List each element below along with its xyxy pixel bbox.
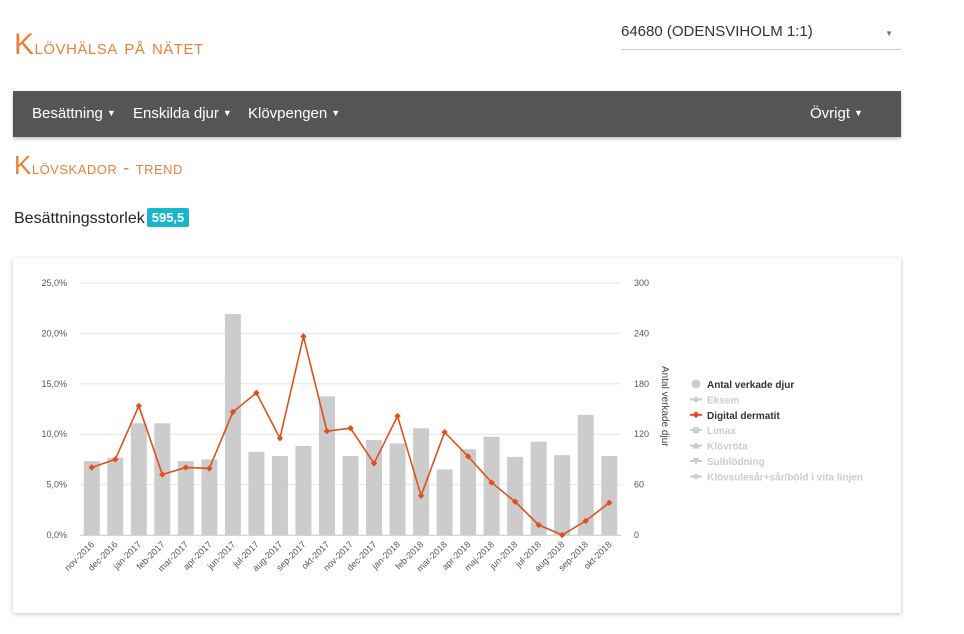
nav-ovrigt[interactable]: Övrigt ▼ <box>810 105 863 122</box>
bar[interactable] <box>201 459 218 535</box>
logo-text: lövhälsa på nätet <box>34 34 204 59</box>
point[interactable] <box>582 517 589 525</box>
legend-circle-icon <box>691 379 701 389</box>
caret-down-icon: ▼ <box>222 108 232 118</box>
legend-item-label[interactable]: Digital dermatit <box>707 411 780 422</box>
point[interactable] <box>347 424 354 432</box>
herd-size: Besättningsstorlek 595,5 <box>14 208 190 228</box>
point[interactable] <box>159 471 166 478</box>
point[interactable] <box>229 408 237 416</box>
point[interactable] <box>606 499 613 506</box>
y-right-axis-label: Antal verkade djur <box>659 366 670 447</box>
logo-initial: K <box>14 28 35 61</box>
nav-label: Klövpengen <box>248 105 328 122</box>
caret-down-icon: ▼ <box>106 108 116 118</box>
y-right-tick-label: 120 <box>634 429 649 439</box>
herd-size-label: Besättningsstorlek <box>14 210 145 227</box>
point[interactable] <box>206 465 213 472</box>
trend-chart: 0,0% 5,0% 10,0% 15,0% 20,0% 25,0% 0 60 120 180 240… <box>41 278 863 574</box>
point[interactable] <box>300 333 307 340</box>
y-right-tick-label: 0 <box>634 530 639 540</box>
legend-item-label[interactable]: Eksem <box>707 395 739 406</box>
bar[interactable] <box>342 456 359 535</box>
legend-square-icon <box>693 427 699 434</box>
legend-item-label[interactable]: Antal verkade djur <box>707 380 794 391</box>
y-right-tick-label: 240 <box>634 328 649 338</box>
bar[interactable] <box>366 440 383 535</box>
bar[interactable] <box>601 456 618 535</box>
bar[interactable] <box>389 443 406 535</box>
bar[interactable] <box>577 414 594 535</box>
bar[interactable] <box>130 423 147 535</box>
bar[interactable] <box>530 441 547 535</box>
bar[interactable] <box>295 445 312 535</box>
title-text: lövskador - trend <box>31 158 183 179</box>
y-right-tick-label: 180 <box>634 379 649 389</box>
herd-select[interactable]: 64680 (ODENSVIHOLM 1:1) ▼ <box>621 18 901 50</box>
bar[interactable] <box>554 455 571 535</box>
legend-item-label[interactable]: Klövsulesår+sår/böld i vita linjen <box>707 471 863 483</box>
chart-card: 0,0% 5,0% 10,0% 15,0% 20,0% 25,0% 0 60 120 180 240… <box>13 258 901 613</box>
legend-item-label[interactable]: Klövröta <box>707 442 748 453</box>
y-left-tick-label: 0,0% <box>46 530 67 540</box>
bar[interactable] <box>271 456 288 535</box>
nav-label: Övrigt <box>810 105 851 122</box>
app-logo[interactable]: Klövhälsa på nätet <box>14 28 204 62</box>
bar[interactable] <box>177 461 194 535</box>
herd-size-badge: 595,5 <box>146 208 190 227</box>
y-right-tick-label: 60 <box>634 480 644 490</box>
caret-down-icon: ▼ <box>331 108 341 118</box>
nav-label: Enskilda djur <box>133 105 219 122</box>
y-left-tick-label: 5,0% <box>46 480 67 490</box>
chevron-down-icon: ▼ <box>885 29 893 38</box>
point[interactable] <box>135 402 143 410</box>
y-left-tick-label: 15,0% <box>41 379 67 389</box>
nav-label: Besättning <box>32 105 103 122</box>
nav-enskilda-djur[interactable]: Enskilda djur ▼ <box>133 105 232 122</box>
bar[interactable] <box>107 457 124 535</box>
bar[interactable] <box>483 436 500 535</box>
herd-select-value: 64680 (ODENSVIHOLM 1:1) <box>621 23 813 40</box>
page-title: Klövskador - trend <box>14 150 183 181</box>
point[interactable] <box>276 435 284 442</box>
point[interactable] <box>488 479 495 486</box>
point[interactable] <box>370 460 378 467</box>
y-left-tick-label: 20,0% <box>41 328 67 338</box>
bar[interactable] <box>83 461 100 535</box>
point[interactable] <box>417 492 425 499</box>
point[interactable] <box>112 456 119 463</box>
point[interactable] <box>182 464 190 471</box>
legend-dot-icon <box>693 473 699 479</box>
y-left-tick-label: 10,0% <box>41 429 67 439</box>
legend-diamond-icon <box>692 411 700 419</box>
y-left-tick-label: 25,0% <box>41 278 67 288</box>
bar[interactable] <box>224 314 241 535</box>
legend-triangle-icon <box>692 441 700 449</box>
point[interactable] <box>464 453 472 460</box>
main-navbar: Besättning ▼ Enskilda djur ▼ Klövpengen ▼ Ö… <box>13 91 901 137</box>
point[interactable] <box>394 412 401 420</box>
point[interactable] <box>441 428 448 436</box>
bar[interactable] <box>507 456 524 535</box>
bar[interactable] <box>248 451 265 535</box>
nav-klovpengen[interactable]: Klövpengen ▼ <box>248 105 340 122</box>
title-initial: K <box>14 150 32 180</box>
caret-down-icon: ▼ <box>854 108 863 118</box>
bar[interactable] <box>154 423 171 535</box>
point[interactable] <box>558 531 566 539</box>
bar[interactable] <box>318 396 335 535</box>
point[interactable] <box>323 427 331 435</box>
point[interactable] <box>88 464 95 471</box>
y-right-tick-label: 300 <box>634 278 649 288</box>
bar[interactable] <box>436 469 453 535</box>
point[interactable] <box>253 389 260 397</box>
legend-item-label[interactable]: Limax <box>707 426 736 437</box>
nav-besattning[interactable]: Besättning ▼ <box>32 105 116 122</box>
bar[interactable] <box>460 449 477 535</box>
bar[interactable] <box>413 428 430 535</box>
legend-dot-icon <box>693 396 699 402</box>
legend-triangle-down-icon <box>692 458 700 465</box>
legend-item-label[interactable]: Sulblödning <box>707 457 765 468</box>
